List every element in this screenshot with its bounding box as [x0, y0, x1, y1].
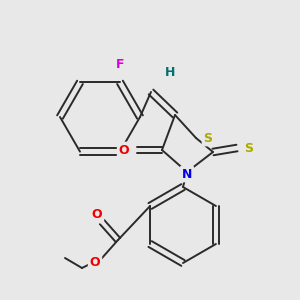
Text: H: H	[165, 65, 175, 79]
Text: S: S	[244, 142, 253, 154]
Text: S: S	[203, 131, 212, 145]
Text: F: F	[116, 58, 124, 71]
Text: O: O	[119, 143, 129, 157]
Text: O: O	[90, 256, 100, 269]
Text: O: O	[92, 208, 102, 221]
Text: N: N	[182, 167, 192, 181]
